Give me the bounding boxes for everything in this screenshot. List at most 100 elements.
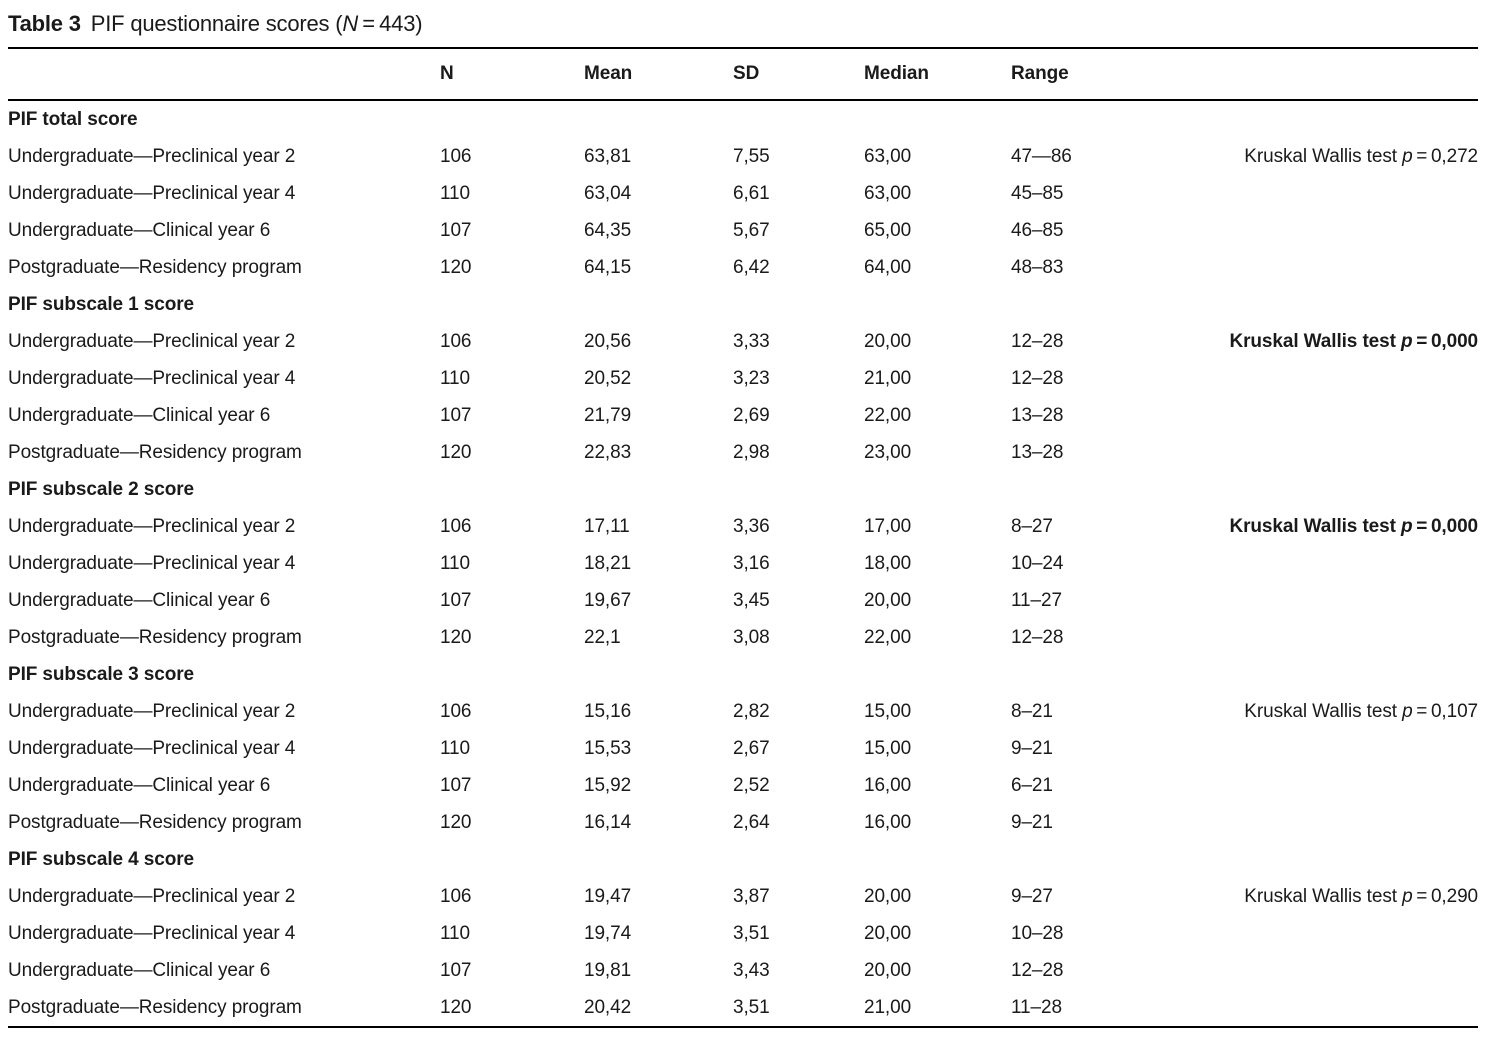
cell-median: 20,00 [864, 885, 912, 907]
column-header-mean: Mean [584, 48, 733, 101]
data-row: Undergraduate—Preclinical year 4 110 19,74… [8, 915, 1478, 952]
data-row: Undergraduate—Clinical year 6 107 19,67 3,4… [8, 582, 1478, 619]
cell-sd: 3,51 [733, 996, 770, 1018]
cell-sd: 2,98 [733, 441, 770, 463]
cell-range: 48–83 [1011, 256, 1064, 278]
cell-n: 120 [440, 441, 472, 463]
cell-sd: 2,64 [733, 811, 770, 833]
cell-mean: 21,79 [584, 404, 632, 426]
kruskal-wallis-cell [1161, 582, 1478, 619]
section-header: PIF subscale 2 score [8, 478, 194, 500]
cell-range: 13–28 [1011, 441, 1064, 463]
row-label: Undergraduate—Clinical year 6 [8, 959, 271, 981]
column-header-n: N [440, 48, 584, 101]
cell-mean: 22,1 [584, 626, 621, 648]
data-row: Undergraduate—Clinical year 6 107 64,35 5,6… [8, 212, 1478, 249]
cell-sd: 3,45 [733, 589, 770, 611]
column-header-row: N Mean SD Median Range [8, 48, 1478, 101]
cell-sd: 5,67 [733, 219, 770, 241]
cell-range: 12–28 [1011, 959, 1064, 981]
cell-median: 20,00 [864, 589, 912, 611]
section-header: PIF subscale 3 score [8, 663, 194, 685]
cell-mean: 19,81 [584, 959, 632, 981]
section-header-row: PIF subscale 3 score [8, 656, 1478, 693]
cell-range: 9–27 [1011, 885, 1053, 907]
cell-range: 10–24 [1011, 552, 1064, 574]
kruskal-wallis-cell [1161, 730, 1478, 767]
cell-range: 12–28 [1011, 626, 1064, 648]
column-header-median: Median [864, 48, 1011, 101]
column-header-range: Range [1011, 48, 1161, 101]
cell-mean: 18,21 [584, 552, 632, 574]
cell-median: 15,00 [864, 737, 912, 759]
row-label: Undergraduate—Preclinical year 4 [8, 552, 296, 574]
p-value: = 0,107 [1412, 700, 1478, 722]
p-symbol: p [1401, 330, 1413, 352]
data-row: Undergraduate—Preclinical year 2 106 63,81… [8, 138, 1478, 175]
cell-range: 9–21 [1011, 811, 1053, 833]
cell-range: 47—86 [1011, 145, 1072, 167]
cell-median: 20,00 [864, 922, 912, 944]
cell-median: 63,00 [864, 182, 912, 204]
cell-mean: 22,83 [584, 441, 632, 463]
row-label: Undergraduate—Clinical year 6 [8, 589, 271, 611]
cell-n: 120 [440, 256, 472, 278]
kruskal-wallis-cell [1161, 249, 1478, 286]
cell-sd: 3,23 [733, 367, 770, 389]
cell-sd: 2,69 [733, 404, 770, 426]
cell-mean: 19,47 [584, 885, 632, 907]
cell-median: 22,00 [864, 404, 912, 426]
p-symbol: p [1401, 515, 1413, 537]
cell-n: 107 [440, 959, 472, 981]
row-label: Undergraduate—Preclinical year 2 [8, 330, 296, 352]
cell-median: 64,00 [864, 256, 912, 278]
cell-range: 11–28 [1011, 996, 1062, 1018]
cell-range: 11–27 [1011, 589, 1062, 611]
cell-n: 110 [440, 922, 470, 944]
cell-n: 106 [440, 700, 472, 722]
table-caption-label: Table 3 [8, 11, 81, 36]
cell-sd: 6,42 [733, 256, 770, 278]
cell-median: 63,00 [864, 145, 912, 167]
kruskal-wallis-cell [1161, 804, 1478, 841]
cell-n: 106 [440, 885, 472, 907]
cell-mean: 16,14 [584, 811, 632, 833]
cell-sd: 2,82 [733, 700, 770, 722]
cell-mean: 19,74 [584, 922, 632, 944]
row-label: Postgraduate—Residency program [8, 996, 302, 1018]
cell-mean: 17,11 [584, 515, 630, 537]
section-header: PIF total score [8, 108, 138, 130]
section-header: PIF subscale 4 score [8, 848, 194, 870]
row-label: Postgraduate—Residency program [8, 441, 302, 463]
kruskal-wallis-cell [1161, 767, 1478, 804]
kruskal-wallis-cell [1161, 545, 1478, 582]
kruskal-wallis-cell [1161, 619, 1478, 656]
kruskal-wallis-text: Kruskal Wallis test [1229, 515, 1402, 537]
data-row: Undergraduate—Preclinical year 2 106 20,56… [8, 323, 1478, 360]
cell-range: 6–21 [1011, 774, 1053, 796]
data-row: Undergraduate—Preclinical year 4 110 18,21… [8, 545, 1478, 582]
cell-sd: 3,36 [733, 515, 770, 537]
section-header-row: PIF subscale 1 score [8, 286, 1478, 323]
cell-n: 106 [440, 330, 472, 352]
column-header-sd: SD [733, 48, 864, 101]
cell-n: 120 [440, 626, 472, 648]
kruskal-wallis-cell: Kruskal Wallis test p = 0,107 [1161, 693, 1478, 730]
kruskal-wallis-cell: Kruskal Wallis test p = 0,000 [1161, 508, 1479, 545]
cell-n: 110 [440, 552, 470, 574]
cell-n: 120 [440, 811, 472, 833]
cell-mean: 20,56 [584, 330, 632, 352]
cell-sd: 3,16 [733, 552, 770, 574]
kruskal-wallis-cell [1161, 952, 1478, 989]
table-caption: Table 3 PIF questionnaire scores (N = 443… [8, 10, 1478, 38]
cell-mean: 20,52 [584, 367, 632, 389]
data-row: Undergraduate—Preclinical year 2 106 19,47… [8, 878, 1478, 915]
cell-mean: 20,42 [584, 996, 632, 1018]
row-label: Undergraduate—Clinical year 6 [8, 404, 271, 426]
row-label: Undergraduate—Preclinical year 2 [8, 700, 296, 722]
cell-sd: 2,52 [733, 774, 770, 796]
cell-range: 9–21 [1011, 737, 1053, 759]
cell-median: 20,00 [864, 330, 912, 352]
cell-mean: 64,35 [584, 219, 632, 241]
